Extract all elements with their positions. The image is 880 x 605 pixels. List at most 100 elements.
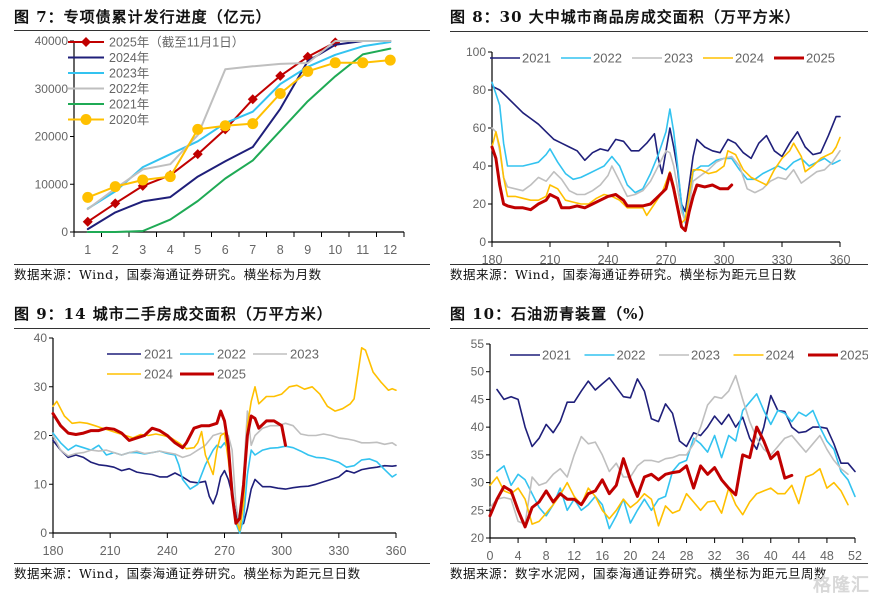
series-line-2021: [496, 376, 856, 473]
x-tick-label: 52: [848, 549, 862, 563]
series-line-2025: [488, 425, 794, 529]
legend-label: 2023: [290, 347, 319, 362]
x-tick-label: 40: [764, 549, 778, 563]
x-tick-label: 5: [194, 243, 201, 257]
legend-label: 2025: [217, 367, 246, 382]
data-point-2020: [192, 123, 204, 135]
watermark: 格隆汇: [813, 575, 870, 595]
x-tick-label: 12: [383, 243, 397, 257]
legend-label: 2024: [735, 51, 764, 66]
fig7-source-rule: [14, 264, 430, 265]
y-tick-label: 0: [40, 526, 47, 540]
y-tick-label: 40000: [35, 34, 69, 48]
data-point-2020: [274, 88, 286, 100]
legend-marker: [81, 37, 91, 47]
legend-label: 2021: [522, 51, 551, 66]
fig8-source-rule: [450, 264, 868, 265]
data-point-2020: [219, 120, 231, 132]
y-tick-label: 45: [471, 392, 485, 406]
fig10-source-rule: [450, 563, 868, 564]
data-point-2020: [329, 57, 341, 69]
x-tick-label: 3: [139, 243, 146, 257]
x-tick-label: 330: [772, 253, 793, 267]
panel-fig9: 图 9：14 城市二手房成交面积（万平方米） 0 10 20 30 40 180 210 24…: [14, 303, 430, 593]
fig8-title: 图 8：30 大中城市商品房成交面积（万平方米）: [450, 8, 801, 26]
fig7-title-rule: [14, 30, 430, 31]
x-tick-label: 8: [277, 243, 284, 257]
x-tick-label: 360: [386, 544, 407, 558]
x-tick-label: 11: [356, 243, 369, 257]
y-tick-label: 20: [34, 429, 48, 443]
y-tick-label: 100: [466, 45, 486, 59]
y-tick-label: 30: [34, 380, 48, 394]
x-tick-label: 44: [792, 549, 806, 563]
data-point-2020: [247, 118, 259, 130]
series-line-2021: [86, 47, 392, 233]
fig9-title-rule: [14, 328, 430, 329]
legend-label: 2023年: [109, 67, 149, 81]
x-tick-label: 270: [214, 544, 235, 558]
legend-label: 2025年（截至11月1日）: [109, 36, 244, 50]
x-tick-label: 330: [328, 544, 349, 558]
x-tick-label: 240: [157, 544, 178, 558]
series-line-2025: [51, 409, 287, 525]
x-tick-label: 10: [328, 243, 342, 257]
x-tick-label: 210: [100, 544, 121, 558]
x-tick-label: 9: [304, 243, 311, 257]
y-tick-label: 60: [473, 121, 487, 135]
x-tick-label: 360: [830, 253, 851, 267]
legend-label: 2020年: [109, 113, 149, 127]
fig7-title: 图 7：专项债累计发行进度（亿元）: [14, 8, 272, 26]
y-tick-label: 0: [479, 235, 486, 249]
data-point-2025: [275, 70, 286, 81]
x-tick-label: 210: [540, 253, 561, 267]
y-tick-label: 25: [471, 503, 485, 517]
series-line-2022: [86, 40, 392, 211]
x-tick-label: 180: [43, 544, 64, 558]
x-tick-label: 300: [714, 253, 735, 267]
x-tick-label: 12: [567, 549, 581, 563]
y-tick-label: 40: [471, 420, 485, 434]
legend-label: 2024: [766, 348, 795, 363]
panel-fig7: 图 7：专项债累计发行进度（亿元） 0 10000 20000 30000 40000 1…: [14, 6, 430, 291]
x-tick-label: 270: [656, 253, 677, 267]
x-tick-label: 180: [482, 253, 503, 267]
fig7-source: 数据来源：Wind，国泰海通证券研究。横坐标为月数: [14, 267, 322, 282]
x-tick-label: 28: [680, 549, 694, 563]
legend-label: 2023: [691, 348, 720, 363]
legend-label: 2024年: [109, 51, 149, 65]
x-tick-label: 16: [595, 549, 609, 563]
y-tick-label: 50: [471, 365, 485, 379]
fig9-source: 数据来源：Wind，国泰海通证券研究。横坐标为距元旦日数: [14, 566, 361, 581]
x-tick-label: 300: [271, 544, 292, 558]
legend-label: 2025: [840, 348, 868, 363]
data-point-2025: [247, 94, 258, 105]
fig10-title: 图 10：石油沥青装置（%）: [450, 305, 655, 323]
series-line-2025: [490, 145, 734, 233]
x-tick-label: 36: [736, 549, 750, 563]
legend-label: 2021年: [109, 98, 149, 112]
series-line-2024: [489, 467, 849, 527]
fig8-title-rule: [450, 31, 868, 32]
fig10-source: 数据来源：数字水泥网，国泰海通证券研究。横坐标为距元旦周数: [450, 566, 828, 581]
legend-label: 2021: [542, 348, 571, 363]
y-tick-label: 40: [473, 159, 487, 173]
panel-fig8: 图 8：30 大中城市商品房成交面积（万平方米） 0 20 40 60 80 100 180…: [450, 6, 868, 291]
legend-label: 2021: [144, 347, 173, 362]
x-tick-label: 48: [820, 549, 834, 563]
legend-label: 2023: [664, 51, 693, 66]
x-tick-label: 0: [487, 549, 494, 563]
series-line-2023: [86, 41, 392, 210]
panel-fig10: 图 10：石油沥青装置（%） 20 25 30 35 40 45 50 55 0 4 8 12 16 20…: [450, 303, 868, 603]
x-tick-label: 6: [222, 243, 229, 257]
x-tick-label: 1: [84, 243, 91, 257]
data-point-2025: [110, 198, 121, 209]
y-tick-label: 55: [471, 337, 485, 351]
data-point-2025: [192, 149, 203, 160]
legend-label: 2025: [806, 51, 835, 66]
y-tick-label: 10000: [35, 177, 69, 191]
series-line-2021: [52, 439, 397, 527]
x-tick-label: 8: [543, 549, 550, 563]
